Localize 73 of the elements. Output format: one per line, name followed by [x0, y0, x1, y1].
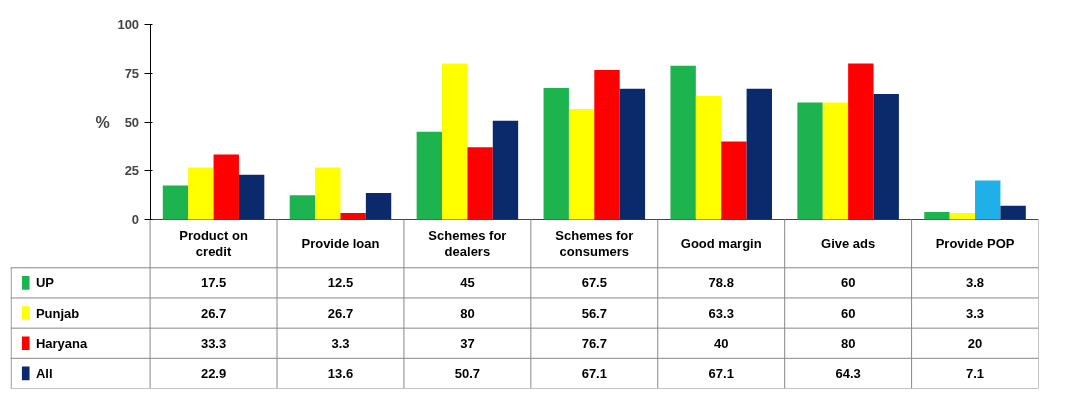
- y-tick-label: 25: [124, 163, 140, 179]
- data-label: 76.7: [581, 335, 607, 351]
- data-label: 60: [840, 305, 856, 321]
- y-axis-title: %: [95, 113, 110, 131]
- x-tick-label: Schemes for dealers: [428, 227, 507, 260]
- bar: [543, 87, 569, 220]
- data-label: 3.3: [966, 305, 985, 321]
- legend-label: Haryana: [35, 335, 88, 351]
- data-label: 67.1: [581, 365, 607, 381]
- bar: [670, 65, 696, 220]
- data-label: 40: [713, 335, 729, 351]
- bar: [848, 63, 874, 220]
- data-label: 45: [460, 275, 475, 291]
- data-label: 80: [840, 335, 856, 351]
- data-label: 64.3: [835, 365, 861, 381]
- bar: [568, 108, 595, 220]
- bar: [695, 96, 722, 220]
- bar: [949, 213, 976, 220]
- data-label: 33.3: [200, 335, 227, 351]
- x-tick-label: Provide POP: [935, 236, 1015, 252]
- bar: [975, 180, 1001, 220]
- bar: [315, 167, 341, 220]
- data-label: 22.9: [200, 365, 227, 381]
- data-label: 67.1: [708, 365, 734, 381]
- x-tick-label: Give ads: [821, 236, 876, 252]
- data-label: 26.7: [327, 305, 354, 321]
- x-tick-label: Good margin: [680, 236, 762, 252]
- bar: [594, 69, 620, 220]
- data-label: 78.8: [708, 275, 734, 291]
- bar: [365, 192, 392, 220]
- bar: [873, 94, 899, 220]
- bar: [162, 185, 189, 220]
- legend-label: All: [35, 365, 53, 381]
- data-label: 80: [460, 305, 475, 321]
- bar: [467, 147, 493, 220]
- data-label: 17.5: [200, 275, 227, 291]
- data-label: 13.6: [327, 365, 354, 381]
- x-tick-label: Provide loan: [301, 236, 380, 252]
- bar: [213, 154, 239, 220]
- bar: [188, 167, 214, 220]
- data-label: 50.7: [454, 365, 481, 381]
- data-label: 63.3: [708, 305, 734, 321]
- y-tick-label: 0: [131, 212, 140, 227]
- bar: [492, 120, 519, 220]
- x-tick-label: Schemes for consumers: [555, 227, 634, 260]
- data-label: 20: [967, 335, 983, 351]
- y-tick-label: 75: [124, 65, 140, 81]
- data-label: 12.5: [327, 275, 354, 291]
- data-label: 26.7: [200, 305, 227, 321]
- data-label: 67.5: [581, 275, 607, 291]
- data-label: 37: [460, 335, 475, 351]
- y-tick-label: 100: [117, 17, 140, 32]
- bar: [721, 141, 747, 220]
- y-tick-label: 50: [124, 114, 140, 130]
- bar: [746, 88, 772, 220]
- legend-label: UP: [35, 275, 55, 291]
- bar: [289, 195, 316, 220]
- data-label: 56.7: [581, 305, 607, 321]
- bar: [340, 213, 366, 220]
- bar: [797, 102, 823, 220]
- bar: [619, 88, 646, 220]
- data-label: 3.3: [331, 335, 350, 351]
- bar: [416, 131, 443, 220]
- bar: [238, 174, 265, 220]
- bar: [822, 102, 849, 220]
- bar: [1000, 205, 1026, 220]
- x-tick-label: Product on credit: [179, 227, 248, 260]
- bar: [442, 63, 468, 220]
- legend-label: Punjab: [35, 305, 80, 321]
- data-label: 60: [840, 275, 856, 291]
- data-label: 7.1: [966, 365, 985, 381]
- data-label: 3.8: [966, 275, 985, 291]
- bar: [924, 212, 950, 220]
